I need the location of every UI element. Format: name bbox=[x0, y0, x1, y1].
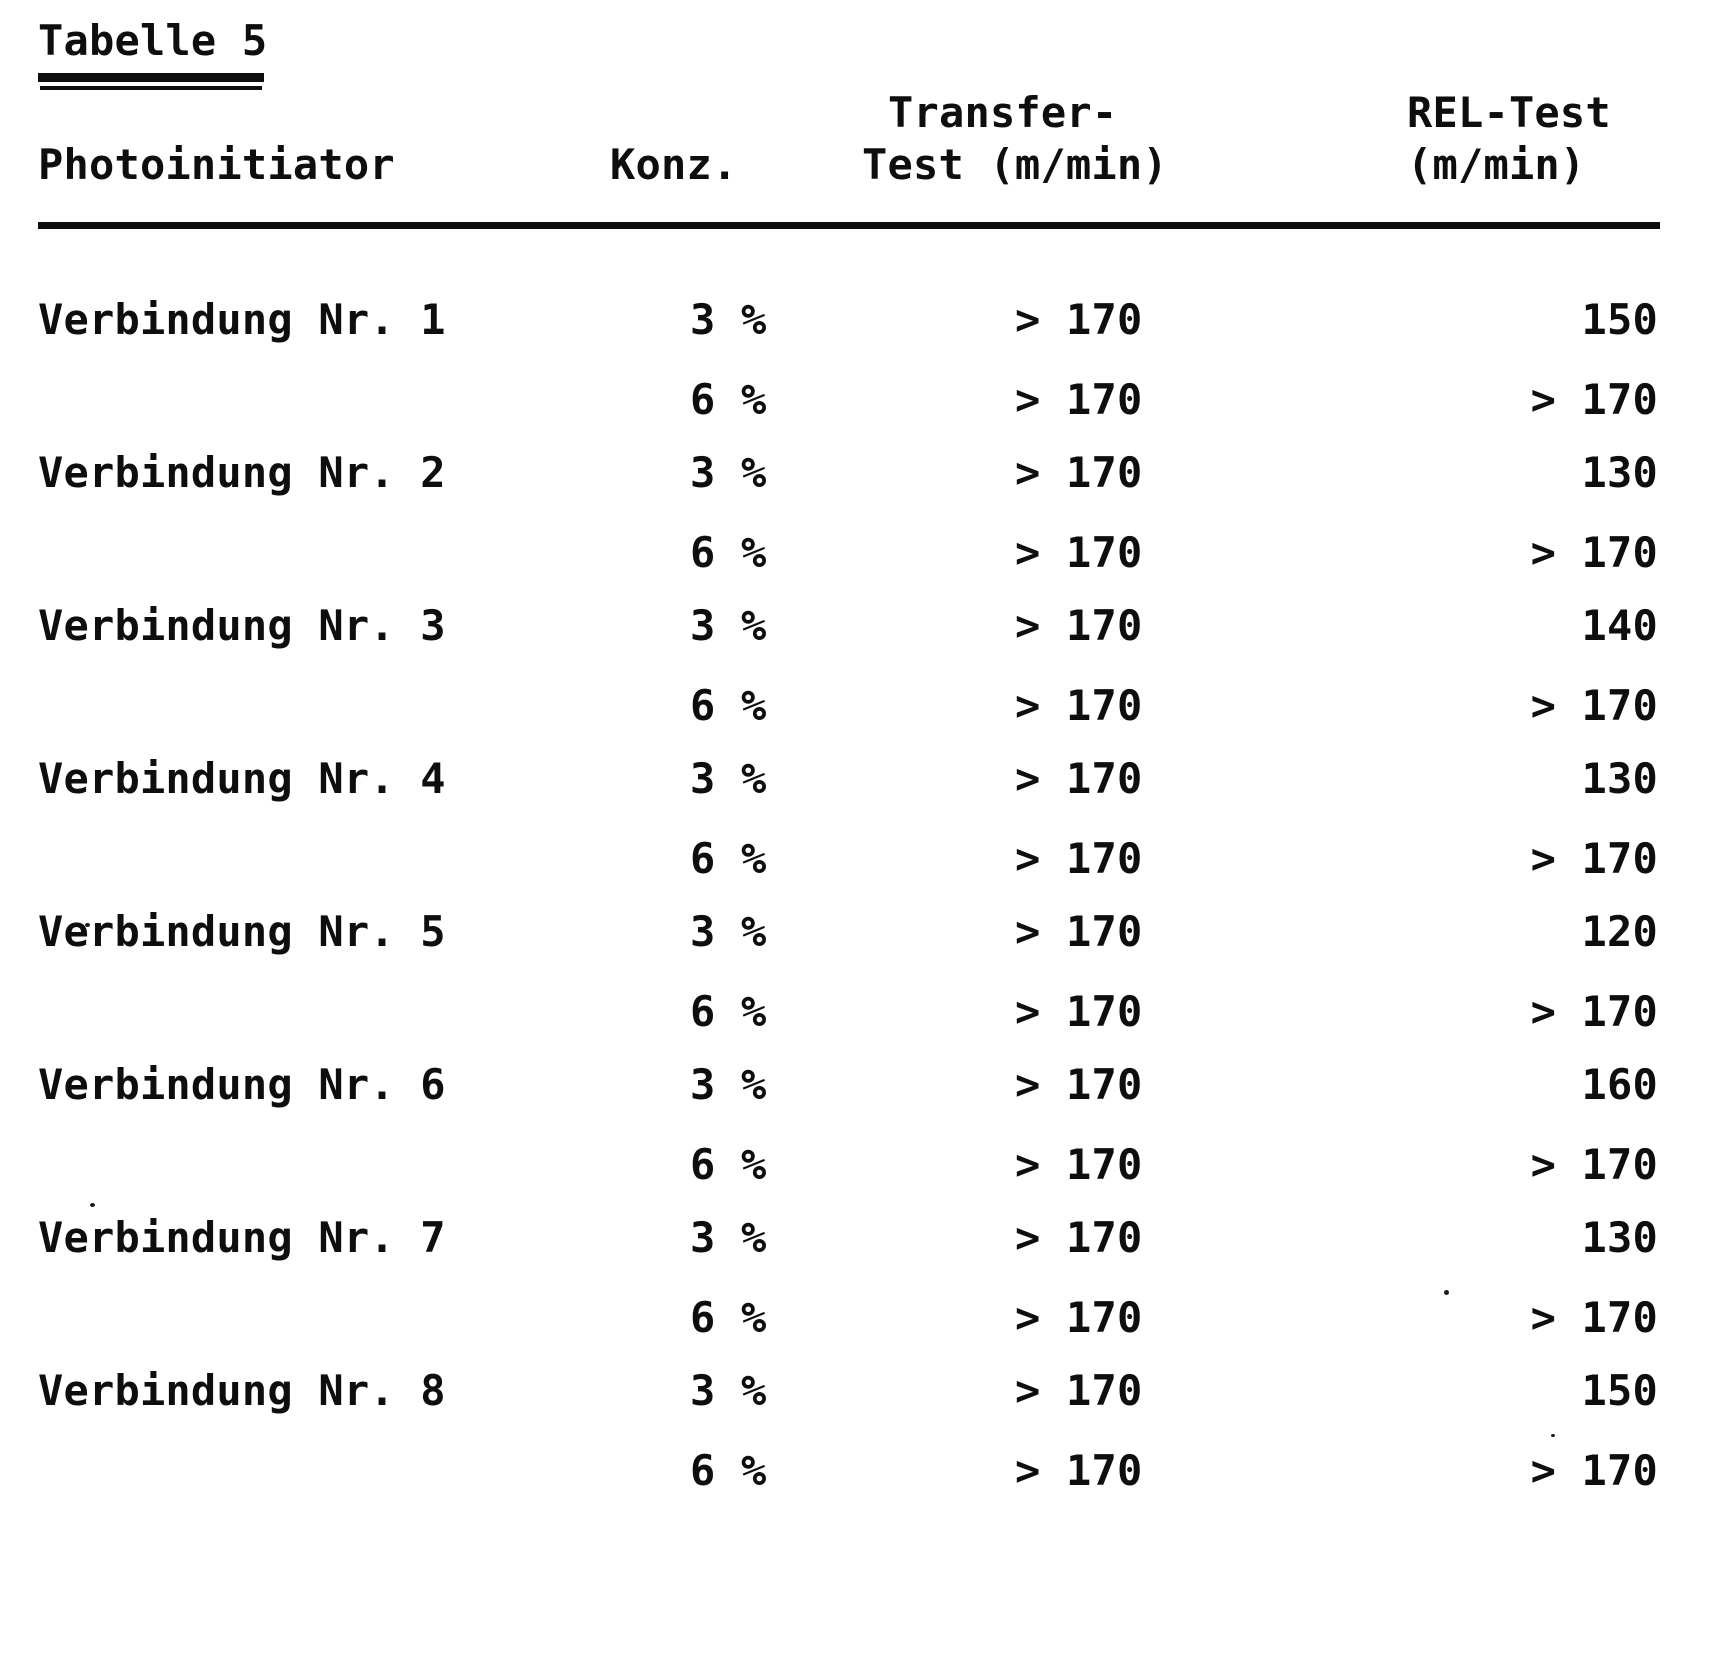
scan-speck bbox=[90, 1203, 95, 1207]
cell-rel-test: 130 bbox=[1581, 448, 1658, 497]
table-row: 6 % > 170 > 170 bbox=[0, 838, 1736, 890]
col-header-rel-test: REL-Test bbox=[1407, 88, 1611, 137]
scanned-table-page: Tabelle 5 Transfer- REL-Test Photoinitia… bbox=[0, 20, 1736, 1502]
scan-speck bbox=[1551, 1434, 1555, 1437]
cell-transfer-test: > 170 bbox=[1015, 1366, 1143, 1415]
table-row: 6 % > 170 > 170 bbox=[0, 379, 1736, 431]
cell-rel-test: > 170 bbox=[1530, 681, 1658, 730]
cell-konz: 3 % bbox=[690, 295, 767, 344]
cell-konz: 3 % bbox=[690, 754, 767, 803]
table-row: Verbindung Nr. 6 3 % > 170 160 bbox=[0, 1064, 1736, 1116]
title-underline-second bbox=[40, 86, 262, 90]
cell-transfer-test: > 170 bbox=[1015, 907, 1143, 956]
cell-transfer-test: > 170 bbox=[1015, 528, 1143, 577]
row-photoinitiator: Verbindung Nr. 5 bbox=[38, 907, 446, 956]
cell-transfer-test: > 170 bbox=[1015, 987, 1143, 1036]
cell-transfer-test: > 170 bbox=[1015, 1293, 1143, 1342]
cell-rel-test: > 170 bbox=[1530, 834, 1658, 883]
cell-rel-test: > 170 bbox=[1530, 1446, 1658, 1495]
scan-speck bbox=[1444, 1290, 1449, 1295]
cell-transfer-test: > 170 bbox=[1015, 601, 1143, 650]
cell-transfer-test: > 170 bbox=[1015, 375, 1143, 424]
cell-konz: 6 % bbox=[690, 528, 767, 577]
cell-rel-test: 140 bbox=[1581, 601, 1658, 650]
row-photoinitiator: Verbindung Nr. 6 bbox=[38, 1060, 446, 1109]
row-photoinitiator: Verbindung Nr. 8 bbox=[38, 1366, 446, 1415]
table-row: 6 % > 170 > 170 bbox=[0, 1144, 1736, 1196]
cell-transfer-test: > 170 bbox=[1015, 295, 1143, 344]
cell-konz: 3 % bbox=[690, 1213, 767, 1262]
table-row: 6 % > 170 > 170 bbox=[0, 991, 1736, 1043]
scan-speck bbox=[85, 923, 90, 927]
table-row: Verbindung Nr. 5 3 % > 170 120 bbox=[0, 911, 1736, 963]
cell-transfer-test: > 170 bbox=[1015, 681, 1143, 730]
cell-transfer-test: > 170 bbox=[1015, 1060, 1143, 1109]
cell-konz: 3 % bbox=[690, 1060, 767, 1109]
cell-konz: 6 % bbox=[690, 681, 767, 730]
row-photoinitiator: Verbindung Nr. 2 bbox=[38, 448, 446, 497]
cell-transfer-test: > 170 bbox=[1015, 1446, 1143, 1495]
cell-rel-test: 130 bbox=[1581, 1213, 1658, 1262]
row-photoinitiator: Verbindung Nr. 3 bbox=[38, 601, 446, 650]
col-header-konz: Konz. bbox=[610, 140, 738, 189]
table-row: 6 % > 170 > 170 bbox=[0, 1450, 1736, 1502]
header-rule bbox=[38, 222, 1660, 229]
cell-konz: 6 % bbox=[690, 1140, 767, 1189]
cell-konz: 6 % bbox=[690, 1293, 767, 1342]
cell-konz: 3 % bbox=[690, 907, 767, 956]
table-row: Verbindung Nr. 1 3 % > 170 150 bbox=[0, 299, 1736, 351]
cell-rel-test: > 170 bbox=[1530, 987, 1658, 1036]
col-header-photoinitiator: Photoinitiator bbox=[38, 140, 395, 189]
header-line-1: Transfer- REL-Test bbox=[0, 92, 1736, 144]
cell-rel-test: 150 bbox=[1581, 1366, 1658, 1415]
table-row: 6 % > 170 > 170 bbox=[0, 685, 1736, 737]
table-row: 6 % > 170 > 170 bbox=[0, 532, 1736, 584]
table-row: 6 % > 170 > 170 bbox=[0, 1297, 1736, 1349]
cell-konz: 6 % bbox=[690, 1446, 767, 1495]
table-row: Verbindung Nr. 2 3 % > 170 130 bbox=[0, 452, 1736, 504]
cell-rel-test: > 170 bbox=[1530, 1140, 1658, 1189]
cell-konz: 6 % bbox=[690, 375, 767, 424]
header-line-2: Photoinitiator Konz. Test (m/min) (m/min… bbox=[0, 144, 1736, 196]
col-header-transfer-test: Transfer- bbox=[888, 88, 1118, 137]
cell-transfer-test: > 170 bbox=[1015, 1140, 1143, 1189]
table-row: Verbindung Nr. 4 3 % > 170 130 bbox=[0, 758, 1736, 810]
cell-rel-test: 120 bbox=[1581, 907, 1658, 956]
page-title: Tabelle 5 bbox=[38, 16, 268, 65]
col-header-transfer-test-unit: Test (m/min) bbox=[862, 140, 1168, 189]
cell-konz: 6 % bbox=[690, 834, 767, 883]
cell-transfer-test: > 170 bbox=[1015, 834, 1143, 883]
cell-rel-test: 150 bbox=[1581, 295, 1658, 344]
cell-rel-test: > 170 bbox=[1530, 375, 1658, 424]
row-photoinitiator: Verbindung Nr. 7 bbox=[38, 1213, 446, 1262]
cell-rel-test: > 170 bbox=[1530, 528, 1658, 577]
table-row: Verbindung Nr. 8 3 % > 170 150 bbox=[0, 1370, 1736, 1422]
col-header-rel-test-unit: (m/min) bbox=[1407, 140, 1586, 189]
cell-konz: 6 % bbox=[690, 987, 767, 1036]
cell-konz: 3 % bbox=[690, 601, 767, 650]
row-photoinitiator: Verbindung Nr. 4 bbox=[38, 754, 446, 803]
cell-rel-test: > 170 bbox=[1530, 1293, 1658, 1342]
cell-rel-test: 160 bbox=[1581, 1060, 1658, 1109]
cell-konz: 3 % bbox=[690, 448, 767, 497]
table-title-line: Tabelle 5 bbox=[0, 20, 1736, 72]
table-row: Verbindung Nr. 3 3 % > 170 140 bbox=[0, 605, 1736, 657]
table-row: Verbindung Nr. 7 3 % > 170 130 bbox=[0, 1217, 1736, 1269]
title-underline bbox=[38, 73, 264, 82]
cell-konz: 3 % bbox=[690, 1366, 767, 1415]
cell-transfer-test: > 170 bbox=[1015, 448, 1143, 497]
cell-transfer-test: > 170 bbox=[1015, 1213, 1143, 1262]
cell-transfer-test: > 170 bbox=[1015, 754, 1143, 803]
cell-rel-test: 130 bbox=[1581, 754, 1658, 803]
row-photoinitiator: Verbindung Nr. 1 bbox=[38, 295, 446, 344]
